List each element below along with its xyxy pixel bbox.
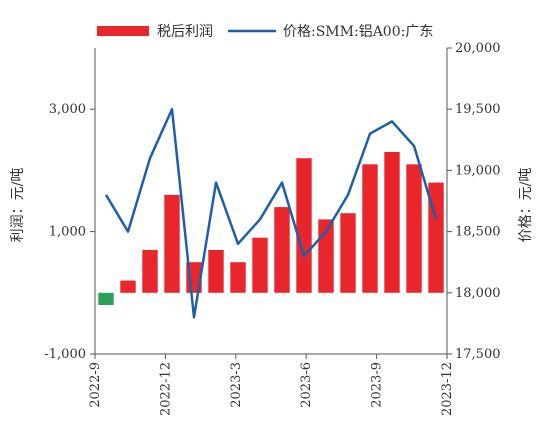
left-y-ticks: -1,000 1,000 3,000 [44,102,95,362]
left-tick-label: -1,000 [44,347,86,362]
right-tick-label: 18,000 [455,286,501,301]
right-tick-label: 18,500 [455,225,501,240]
right-tick-label: 20,000 [455,41,501,56]
profit-bar [252,237,268,293]
left-tick-label: 1,000 [49,225,86,240]
profit-bar [208,250,224,293]
x-tick-label: 2022-9 [88,362,103,408]
x-ticks: 2022-9 2022-12 2023-3 2023-6 2023-9 2023-12 [88,354,455,416]
legend: 税后利润 价格:SMM:铝A00:广东 [97,24,433,40]
plot-area [98,107,444,319]
profit-bar [164,194,180,293]
legend-swatch-profit [97,26,149,36]
profit-bar [98,292,114,305]
right-tick-label: 19,500 [455,102,501,117]
x-tick-label: 2023-6 [299,362,314,408]
right-axis-label: 价格：元/吨 [518,168,534,243]
profit-bar [362,164,378,293]
x-tick-label: 2023-3 [229,362,244,408]
profit-bar [120,280,136,293]
profit-bar [230,262,246,293]
right-tick-label: 17,500 [455,347,501,362]
profit-bar [296,158,312,293]
legend-label-price: 价格:SMM:铝A00:广东 [283,24,433,40]
profit-bar [142,250,158,293]
left-tick-label: 3,000 [49,102,86,117]
profit-bar [340,213,356,293]
x-tick-label: 2022-12 [158,362,173,416]
profit-bar [274,207,290,293]
x-tick-label: 2023-12 [440,362,455,416]
legend-label-profit: 税后利润 [157,24,213,40]
profit-bar [406,164,422,293]
price-line [104,107,438,319]
x-tick-label: 2023-9 [370,362,385,408]
left-axis-label: 利润：元/吨 [10,168,26,243]
profit-bar [384,152,400,293]
right-tick-label: 19,000 [455,163,501,178]
right-y-ticks: 17,500 18,000 18,500 19,000 19,500 20,000 [447,41,501,362]
